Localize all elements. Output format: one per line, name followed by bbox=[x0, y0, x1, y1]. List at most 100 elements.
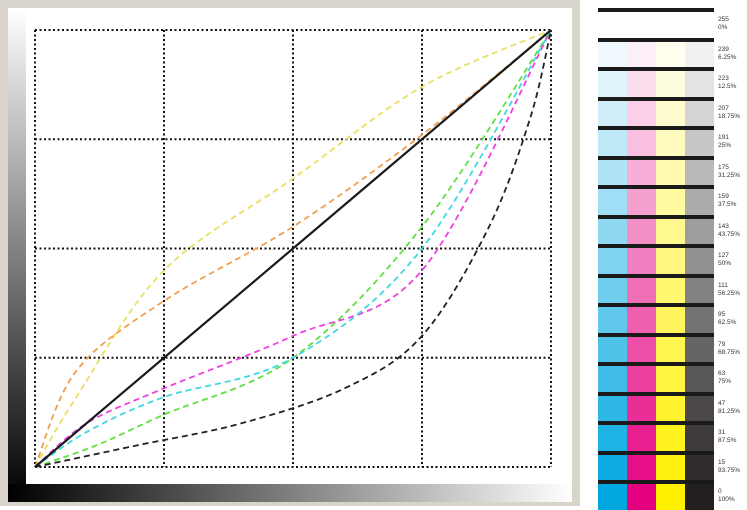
curve-magenta[interactable] bbox=[34, 29, 552, 468]
swatch-cell[interactable] bbox=[685, 71, 714, 97]
swatch-row-label: 191 25% bbox=[718, 134, 731, 150]
swatch-row-label: 143 43.75% bbox=[718, 223, 740, 239]
swatch-cell[interactable] bbox=[685, 248, 714, 274]
swatch-row-separator bbox=[598, 185, 714, 189]
swatch-percent: 68.75% bbox=[718, 348, 741, 356]
swatch-value: 175 bbox=[718, 163, 729, 171]
curve-orange[interactable] bbox=[34, 29, 552, 468]
swatch-cell[interactable] bbox=[598, 336, 627, 362]
swatch-cell[interactable] bbox=[627, 248, 656, 274]
swatch-cell[interactable] bbox=[627, 100, 656, 126]
swatch-row-separator bbox=[598, 303, 714, 307]
swatch-cell[interactable] bbox=[598, 189, 627, 215]
swatch-cell[interactable] bbox=[598, 159, 627, 185]
swatch-cell[interactable] bbox=[656, 100, 685, 126]
swatch-cell[interactable] bbox=[627, 41, 656, 67]
swatch-cell[interactable] bbox=[685, 100, 714, 126]
swatch-cell[interactable] bbox=[685, 41, 714, 67]
curve-canvas[interactable] bbox=[8, 8, 572, 502]
swatch-cell[interactable] bbox=[598, 71, 627, 97]
swatch-cell[interactable] bbox=[598, 454, 627, 480]
swatch-value: 79 bbox=[718, 340, 726, 348]
swatch-cell[interactable] bbox=[685, 218, 714, 244]
swatch-cell[interactable] bbox=[598, 307, 627, 333]
swatch-cell[interactable] bbox=[627, 336, 656, 362]
swatch-cell[interactable] bbox=[598, 218, 627, 244]
swatch-cell[interactable] bbox=[598, 100, 627, 126]
swatch-cell[interactable] bbox=[598, 425, 627, 451]
swatch-row-label: 47 81.25% bbox=[718, 400, 740, 416]
swatch-cell[interactable] bbox=[627, 159, 656, 185]
swatch-cell[interactable] bbox=[627, 277, 656, 303]
swatch-percent: 18.75% bbox=[718, 112, 741, 120]
swatch-percent: 6.25% bbox=[718, 53, 737, 61]
swatch-row-label: 95 62.5% bbox=[718, 311, 736, 327]
swatch-cell[interactable] bbox=[598, 484, 627, 510]
swatch-cell[interactable] bbox=[685, 454, 714, 480]
swatch-cell[interactable] bbox=[685, 395, 714, 421]
swatch-cell[interactable] bbox=[598, 248, 627, 274]
swatch-cell[interactable] bbox=[627, 130, 656, 156]
swatch-row-separator bbox=[598, 421, 714, 425]
swatch-row-separator bbox=[598, 8, 714, 12]
curve-cyan[interactable] bbox=[34, 29, 552, 468]
swatch-cell[interactable] bbox=[627, 366, 656, 392]
swatch-percent: 0% bbox=[718, 24, 728, 31]
swatch-cell[interactable] bbox=[656, 218, 685, 244]
swatch-cell[interactable] bbox=[627, 484, 656, 510]
swatch-cell[interactable] bbox=[685, 189, 714, 215]
swatch-cell[interactable] bbox=[656, 307, 685, 333]
swatch-percent: 93.75% bbox=[718, 466, 741, 474]
swatch-percent: 25% bbox=[718, 142, 732, 149]
swatch-value: 95 bbox=[718, 311, 726, 318]
swatch-cell[interactable] bbox=[627, 307, 656, 333]
diagonal-line bbox=[34, 29, 552, 468]
swatch-cell[interactable] bbox=[598, 366, 627, 392]
swatch-row-separator bbox=[598, 37, 714, 42]
swatch-cell[interactable] bbox=[656, 277, 685, 303]
swatch-cell[interactable] bbox=[627, 395, 656, 421]
swatch-cell[interactable] bbox=[627, 454, 656, 480]
swatch-cell[interactable] bbox=[656, 454, 685, 480]
swatch-row-label: 159 37.5% bbox=[718, 193, 736, 209]
swatch-row-label: 175 31.25% bbox=[718, 164, 740, 180]
swatch-value: 223 bbox=[718, 75, 729, 82]
swatch-cell[interactable] bbox=[627, 71, 656, 97]
swatch-cell[interactable] bbox=[627, 189, 656, 215]
swatch-cell[interactable] bbox=[598, 130, 627, 156]
curve-black[interactable] bbox=[34, 29, 552, 468]
swatch-cell[interactable] bbox=[685, 425, 714, 451]
swatch-row-label: 223 12.5% bbox=[718, 75, 736, 91]
swatch-cell[interactable] bbox=[685, 130, 714, 156]
swatch-percent: 37.5% bbox=[718, 201, 737, 208]
swatch-cell[interactable] bbox=[685, 307, 714, 333]
swatch-cell[interactable] bbox=[627, 425, 656, 451]
swatch-cell[interactable] bbox=[656, 484, 685, 510]
swatch-cell[interactable] bbox=[656, 130, 685, 156]
swatch-cell[interactable] bbox=[656, 336, 685, 362]
swatch-cell[interactable] bbox=[598, 395, 627, 421]
swatch-cell[interactable] bbox=[656, 41, 685, 67]
swatch-cell[interactable] bbox=[656, 248, 685, 274]
swatch-cell[interactable] bbox=[685, 336, 714, 362]
swatch-cell[interactable] bbox=[656, 395, 685, 421]
swatch-value: 63 bbox=[718, 370, 726, 377]
swatch-cell[interactable] bbox=[685, 366, 714, 392]
swatch-cell[interactable] bbox=[598, 277, 627, 303]
curve-graph[interactable] bbox=[8, 8, 572, 502]
swatch-cell[interactable] bbox=[656, 366, 685, 392]
swatch-percent: 43.75% bbox=[718, 230, 741, 238]
swatch-cell[interactable] bbox=[627, 218, 656, 244]
swatch-row-separator bbox=[598, 126, 714, 130]
swatch-cell[interactable] bbox=[656, 425, 685, 451]
swatch-value: 47 bbox=[718, 399, 726, 407]
swatch-cell[interactable] bbox=[685, 484, 714, 510]
swatch-cell[interactable] bbox=[656, 189, 685, 215]
swatch-cell[interactable] bbox=[685, 277, 714, 303]
swatch-cell[interactable] bbox=[656, 159, 685, 185]
curve-yellow[interactable] bbox=[34, 29, 552, 468]
swatch-cell[interactable] bbox=[598, 41, 627, 67]
swatch-row-separator bbox=[598, 450, 714, 455]
swatch-cell[interactable] bbox=[656, 71, 685, 97]
swatch-cell[interactable] bbox=[685, 159, 714, 185]
